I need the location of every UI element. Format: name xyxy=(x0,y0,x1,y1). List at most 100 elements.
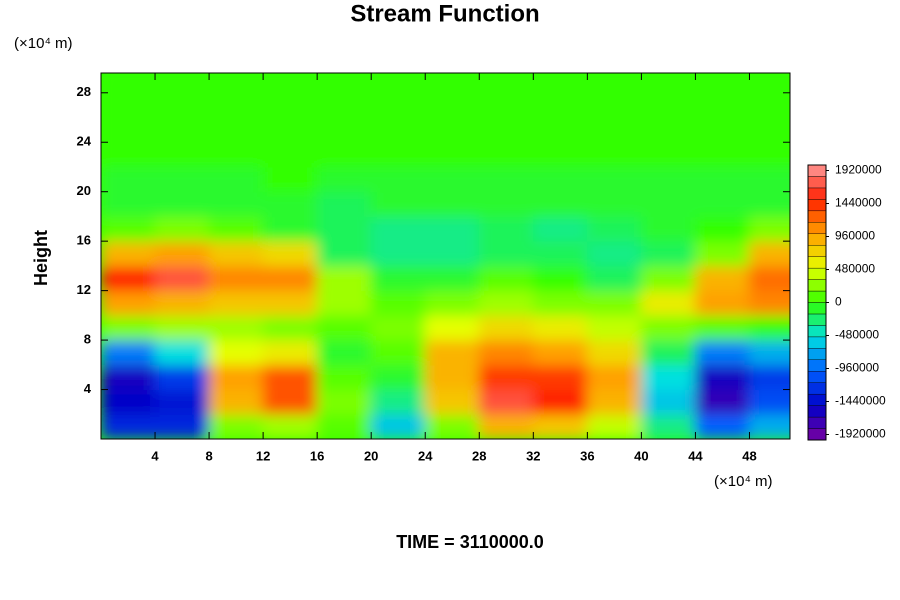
field-cell xyxy=(370,364,426,391)
field-cell xyxy=(370,389,426,415)
colorbar-label: 960000 xyxy=(835,229,875,243)
field-cell xyxy=(370,339,426,366)
field-cell xyxy=(478,240,534,267)
field-cell xyxy=(424,215,480,242)
field-cell xyxy=(316,117,372,143)
field-cell xyxy=(101,92,156,119)
field-cell xyxy=(208,339,264,366)
field-cell xyxy=(640,141,696,168)
field-cell xyxy=(586,141,642,168)
field-cell xyxy=(316,265,372,292)
colorbar-swatch xyxy=(807,371,827,383)
field-cell xyxy=(316,364,372,391)
field-cell xyxy=(101,73,156,94)
x-tick-label: 48 xyxy=(742,448,756,463)
field-cell xyxy=(586,339,642,366)
field-cell xyxy=(640,290,696,316)
field-cell xyxy=(478,191,534,217)
field-cell xyxy=(370,141,426,168)
field-cell xyxy=(586,92,642,119)
field-cell xyxy=(478,314,534,341)
field-cell xyxy=(478,265,534,292)
field-cell xyxy=(370,413,426,439)
colorbar-swatch xyxy=(807,348,827,360)
field-cell xyxy=(424,314,480,341)
field-cell xyxy=(478,73,534,94)
field-cell xyxy=(586,413,642,439)
field-cell xyxy=(262,240,318,267)
colorbar-swatch xyxy=(807,405,827,418)
field-cell xyxy=(694,364,750,391)
colorbar-label: 1440000 xyxy=(835,196,882,210)
field-cell xyxy=(370,290,426,316)
field-cell xyxy=(748,240,790,267)
field-cell xyxy=(208,364,264,391)
field-cell xyxy=(154,92,210,119)
colorbar-swatch xyxy=(807,256,827,269)
field-cell xyxy=(370,117,426,143)
field-cell xyxy=(370,73,426,94)
y-tick-label: 8 xyxy=(84,332,91,347)
colorbar-swatch xyxy=(807,313,827,326)
field-cell xyxy=(101,215,156,242)
field-cell xyxy=(424,73,480,94)
field-cell xyxy=(586,389,642,415)
field-cell xyxy=(316,339,372,366)
field-cell xyxy=(424,117,480,143)
field-cell xyxy=(694,166,750,193)
field-cell xyxy=(262,141,318,168)
field-cell xyxy=(478,141,534,168)
field-cell xyxy=(316,166,372,193)
field-cell xyxy=(316,389,372,415)
field-cell xyxy=(154,389,210,415)
colorbar: 1920000 1440000 960000 480000 0 -480000 -96000… xyxy=(807,163,886,441)
field-cell xyxy=(478,215,534,242)
colorbar-swatch xyxy=(807,245,827,257)
field-cell xyxy=(101,413,156,439)
field-cell xyxy=(208,117,264,143)
colorbar-swatch xyxy=(807,393,827,406)
field-cell xyxy=(208,413,264,439)
field-cell xyxy=(208,389,264,415)
field-cell xyxy=(694,314,750,341)
field-cell xyxy=(640,240,696,267)
colorbar-swatch xyxy=(807,325,827,338)
field-cell xyxy=(424,339,480,366)
field-cell xyxy=(532,73,588,94)
y-tick-label: 24 xyxy=(77,134,92,149)
field-cell xyxy=(748,265,790,292)
field-cell xyxy=(370,191,426,217)
colorbar-swatch xyxy=(807,416,827,429)
field-cell xyxy=(208,73,264,94)
x-tick-label: 8 xyxy=(205,448,212,463)
field-cell xyxy=(532,339,588,366)
colorbar-swatch xyxy=(807,382,827,395)
field-cell xyxy=(101,364,156,391)
field-cell xyxy=(694,413,750,439)
field-cell xyxy=(154,166,210,193)
colorbar-swatch xyxy=(807,187,827,200)
field-cell xyxy=(586,265,642,292)
field-cell xyxy=(262,413,318,439)
field-cell xyxy=(370,92,426,119)
field-cell xyxy=(101,191,156,217)
colorbar-swatch xyxy=(807,267,827,280)
colorbar-label: -480000 xyxy=(835,328,879,342)
field-cell xyxy=(101,117,156,143)
field-cell xyxy=(316,413,372,439)
colorbar-label: -1440000 xyxy=(835,394,886,408)
field-cell xyxy=(532,166,588,193)
x-tick-label: 12 xyxy=(256,448,270,463)
field-cell xyxy=(694,265,750,292)
field-cell xyxy=(154,364,210,391)
field-cell xyxy=(262,389,318,415)
field-cell xyxy=(262,314,318,341)
chart-title: Stream Function xyxy=(350,0,539,27)
field-cell xyxy=(262,339,318,366)
field-cell xyxy=(748,191,790,217)
y-tick-label: 28 xyxy=(77,84,91,99)
y-tick-label: 4 xyxy=(84,381,92,396)
field-cell xyxy=(370,265,426,292)
field-cell xyxy=(532,240,588,267)
